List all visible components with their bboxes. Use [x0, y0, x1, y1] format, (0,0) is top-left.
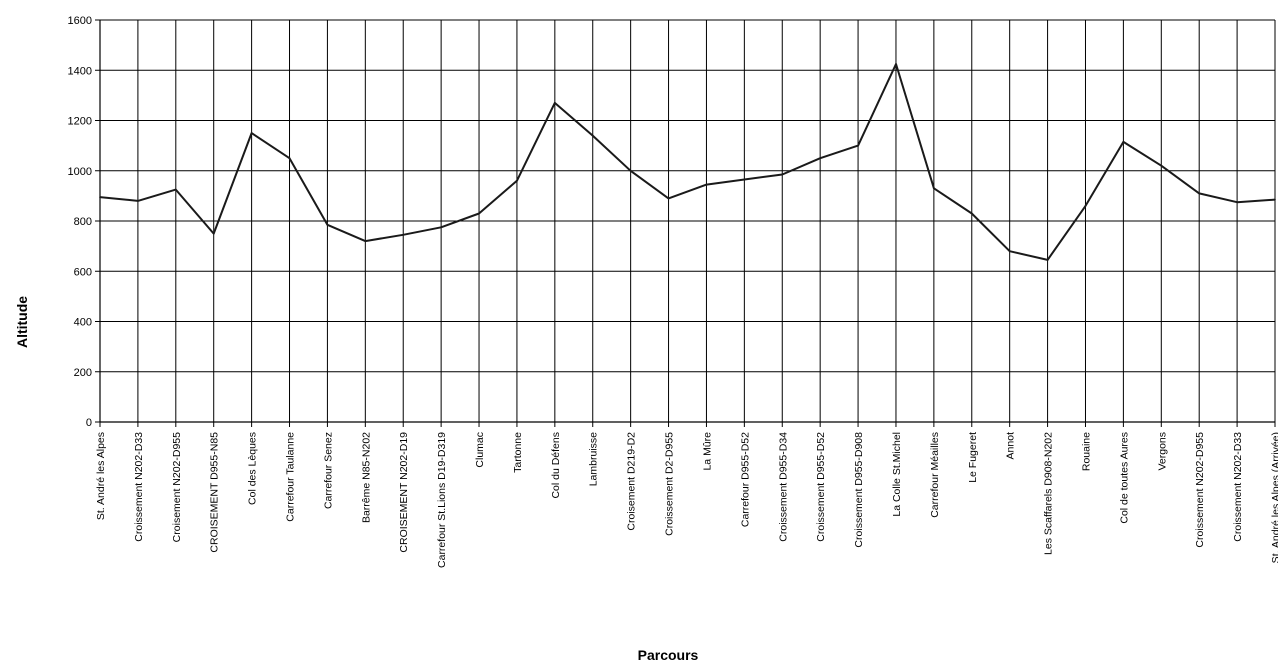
data-point: [933, 187, 935, 190]
data-point: [440, 226, 442, 229]
data-point: [970, 212, 973, 215]
x-tick-labels: St. André les Alpes Croissement N202-D33 C…: [95, 432, 1278, 568]
x-tick-label: Col du Défens: [550, 432, 562, 499]
data-point: [743, 178, 746, 181]
x-tick-label: Clumac: [474, 432, 486, 468]
data-point: [895, 63, 897, 65]
data-point: [175, 188, 177, 191]
x-tick-label: Col des Lèques: [247, 432, 259, 505]
x-tick-label: Carrefour Senez: [322, 432, 334, 509]
data-point: [705, 183, 708, 186]
data-point: [554, 102, 556, 104]
y-tick-label: 600: [74, 266, 92, 278]
x-tick-label: Carrefour St.Lions D19-D319: [436, 432, 448, 568]
y-tick-label: 1200: [68, 116, 92, 128]
x-tick-label: Rouaine: [1080, 432, 1092, 471]
data-point: [137, 200, 139, 202]
data-point: [1084, 205, 1087, 207]
data-point: [250, 132, 253, 134]
y-tick-labels: 0 200 400 600 800 1000 1200 1400 1600: [68, 15, 92, 429]
y-tick-label: 1000: [68, 166, 92, 178]
x-tick-label: Carrefour D955-D52: [739, 432, 751, 527]
x-tick-label: Croisement N202-D955: [171, 432, 183, 542]
data-point: [478, 212, 480, 215]
x-tick-label: Vergons: [1156, 432, 1168, 471]
data-point: [1046, 259, 1049, 261]
data-point: [1122, 141, 1125, 143]
x-tick-label: Croisement D219-D2: [626, 432, 638, 531]
x-tick-label: CROISEMENT N202-D19: [398, 432, 410, 553]
x-tick-label: Annot: [1005, 432, 1017, 460]
data-point: [591, 134, 594, 137]
x-tick-label: Lambruisse: [588, 432, 600, 486]
data-point: [857, 144, 859, 147]
x-tick-label: Col de toutes Aures: [1118, 432, 1130, 524]
data-point: [819, 157, 821, 159]
data-point: [326, 223, 329, 226]
x-tick-label: Carrefour Méailles: [929, 432, 941, 518]
data-point: [1198, 192, 1200, 195]
x-tick-label: St. André les Alpes: [95, 432, 107, 520]
data-point: [364, 240, 367, 242]
y-tick-label: 0: [86, 417, 92, 429]
altitude-line: [99, 63, 1276, 261]
altitude-series: [99, 63, 1276, 261]
y-tick-label: 200: [74, 367, 92, 379]
x-tick-label: Croissement D955-D908: [853, 432, 865, 548]
data-point: [99, 196, 101, 198]
x-tick-label: Croissement D955-D52: [815, 432, 827, 542]
x-axis-title: Parcours: [638, 647, 699, 663]
x-tick-label: La Mûre: [701, 432, 713, 471]
x-tick-label: Croissement D2-D955: [664, 432, 676, 536]
data-point: [1274, 198, 1276, 201]
x-tick-label: Croissement N202-D33: [1232, 432, 1244, 542]
data-point: [1008, 250, 1011, 252]
y-tick-label: 800: [74, 216, 92, 228]
x-tick-label: Barrême N85-N202: [360, 432, 372, 523]
y-tick-label: 400: [74, 317, 92, 329]
x-tick-label: La Colle St.Michel: [891, 432, 903, 517]
x-tick-label: Carrefour Taulanne: [285, 432, 297, 522]
x-tick-label: Tartonne: [512, 432, 524, 473]
gridlines: [99, 19, 1276, 423]
x-tick-label: Le Fugeret: [967, 432, 979, 483]
data-point: [629, 169, 632, 172]
x-tick-label: CROISEMENT D955-N85: [209, 432, 221, 553]
data-point: [212, 232, 215, 235]
x-tick-label: Croissement N202-D955: [1194, 432, 1206, 548]
x-tick-label: Les Scaffarels D908-N202: [1043, 432, 1055, 555]
data-point: [781, 173, 784, 176]
data-point: [667, 197, 670, 200]
data-point: [402, 234, 405, 236]
y-tick-label: 1400: [68, 65, 92, 77]
data-point: [1236, 201, 1238, 203]
data-point: [288, 157, 291, 159]
y-axis-title: Altitude: [14, 296, 30, 348]
data-point: [516, 180, 518, 182]
data-point: [1160, 164, 1163, 167]
y-tick-label: 1600: [68, 15, 92, 27]
x-tick-label: Croissement N202-D33: [133, 432, 145, 542]
axes: [95, 19, 1276, 427]
x-tick-label: Croissement D955-D34: [777, 432, 789, 542]
x-tick-label: St. André les Alpes (Arrivée): [1270, 432, 1278, 563]
